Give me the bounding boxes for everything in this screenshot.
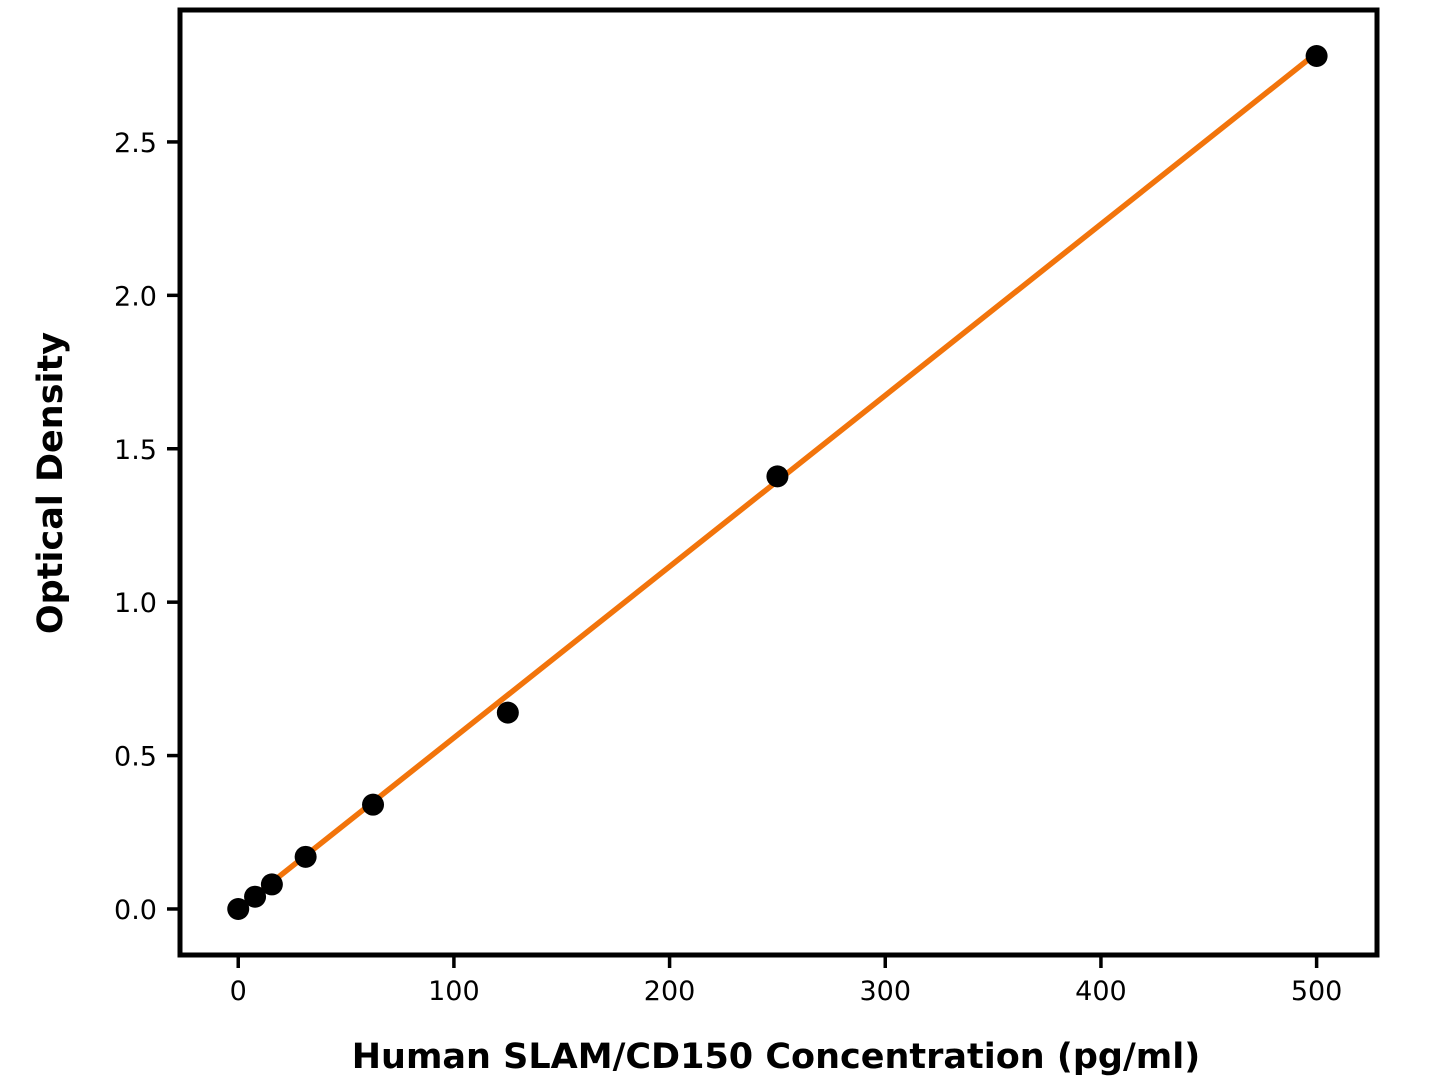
y-axis-title: Optical Density: [31, 332, 71, 634]
x-tick-label: 200: [644, 976, 696, 1007]
x-tick-label: 300: [859, 976, 911, 1007]
y-tick-label: 1.0: [114, 588, 157, 619]
data-point: [244, 885, 267, 908]
x-tick-label: 400: [1075, 976, 1127, 1007]
data-point: [766, 465, 789, 488]
axis-ticks: 0 100 200 300 400 500 0.0 0.5 1.0 1.5 2.0 2.5: [114, 128, 1342, 1007]
data-point: [496, 701, 519, 724]
x-tick-label: 500: [1291, 976, 1343, 1007]
plot-area-border: [177, 7, 1380, 958]
y-tick-label: 0.5: [114, 742, 157, 773]
data-point: [260, 873, 283, 896]
y-tick-label: 2.5: [114, 128, 157, 159]
data-points-layer: [227, 45, 1328, 920]
x-tick-label: 0: [230, 976, 247, 1007]
x-axis-title: Human SLAM/CD150 Concentration (pg/ml): [352, 1037, 1200, 1077]
data-point: [362, 793, 385, 816]
y-tick-label: 2.0: [114, 281, 157, 312]
x-tick-label: 100: [428, 976, 480, 1007]
y-tick-label: 0.0: [114, 895, 157, 926]
data-point: [1305, 45, 1328, 68]
y-tick-label: 1.5: [114, 435, 157, 466]
data-point: [294, 845, 317, 868]
data-point: [227, 897, 250, 920]
